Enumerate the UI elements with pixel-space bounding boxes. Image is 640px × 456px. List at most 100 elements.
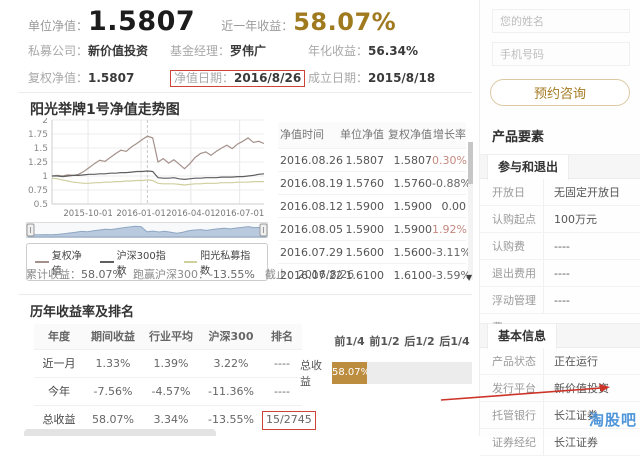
sidebar-tab-row: 基本信息 bbox=[480, 323, 640, 349]
yearly-returns-table: 年度 期间收益 行业平均 沪深300 排名 近一月 1.33% 1.39% 3.22% ---- 今… bbox=[34, 324, 316, 433]
unit-nav-label: 单位净值： bbox=[28, 19, 89, 33]
svg-text:1.25: 1.25 bbox=[28, 158, 48, 168]
table-row: 2016.08.19 1.5760 1.5760 -0.88% bbox=[278, 171, 471, 194]
quartile-header: 前1/4 bbox=[334, 335, 365, 348]
fund-info-field: 私募公司：新价值投资 bbox=[28, 42, 170, 59]
table-cell: 1.5760 bbox=[393, 177, 433, 190]
main-panel: 单位净值： 1.5807 近一年收益： 58.07% 私募公司：新价值投资 基金经… bbox=[18, 6, 473, 436]
column-header: 年度 bbox=[48, 330, 70, 343]
detail-label: 退出费用 bbox=[480, 260, 544, 286]
legend-label: 沪深300指数 bbox=[116, 251, 166, 277]
field-value: 1.5807 bbox=[88, 71, 135, 85]
svg-text:1: 1 bbox=[42, 172, 48, 182]
highlight-box: 净值日期：2016/8/26 bbox=[170, 70, 306, 87]
table-cell: 58.07% bbox=[92, 413, 134, 426]
legend-item: 复权净值 bbox=[35, 247, 91, 277]
table-cell: 2016.08.12 bbox=[280, 200, 343, 213]
table-cell: -3.11% bbox=[432, 246, 471, 259]
table-cell: 1.5760 bbox=[345, 177, 385, 190]
scrollbar-thumb[interactable] bbox=[468, 142, 473, 184]
sidebar-tab[interactable]: 参与和退出 bbox=[487, 155, 570, 180]
stat-label: 截止： bbox=[264, 268, 298, 281]
rank-row-label: 总收益 bbox=[300, 359, 322, 388]
field-label: 基金经理： bbox=[170, 44, 231, 58]
table-cell: 1.5807 bbox=[393, 154, 433, 167]
legend-label: 复权净值 bbox=[51, 251, 82, 277]
legend-label: 阳光私募指数 bbox=[200, 251, 251, 277]
quartile-header: 前1/2 bbox=[369, 335, 400, 348]
table-cell: 1.5600 bbox=[393, 246, 433, 259]
svg-text:0.75: 0.75 bbox=[28, 186, 48, 196]
svg-text:2016-07-01: 2016-07-01 bbox=[215, 209, 264, 219]
table-cell: 1.5807 bbox=[345, 154, 385, 167]
column-header: 行业平均 bbox=[149, 330, 193, 343]
stat-value: -13.55% bbox=[208, 268, 255, 281]
table-cell: 近一月 bbox=[42, 357, 76, 370]
detail-value: 100万元 bbox=[554, 213, 597, 226]
fund-info-field: 年化收益：56.34% bbox=[308, 42, 470, 59]
table-row: 近一月 1.33% 1.39% 3.22% ---- bbox=[34, 349, 302, 377]
fund-info-field: 基金经理：罗伟广 bbox=[170, 42, 308, 59]
table-cell: 1.39% bbox=[153, 357, 189, 370]
table-row: 2016.08.05 1.5900 1.5900 1.92% bbox=[278, 217, 467, 240]
table-scrollbar[interactable]: ▼ bbox=[466, 142, 473, 282]
table-cell: 今年 bbox=[48, 385, 70, 398]
name-input[interactable] bbox=[492, 9, 630, 33]
table-row: 2016.07.22 1.6100 1.6100 -3.59% bbox=[278, 263, 471, 286]
detail-label: 开放日 bbox=[480, 179, 544, 205]
detail-value: 长江证券 bbox=[554, 436, 598, 449]
sidebar-detail-row: 开放日 无固定开放日 bbox=[480, 179, 640, 206]
table-cell: -11.36% bbox=[208, 385, 254, 398]
table-cell: 2016.08.19 bbox=[280, 177, 343, 190]
table-row: 总收益 58.07% 3.34% -13.55% 15/2745 bbox=[34, 405, 316, 433]
table-header-row: 年度 期间收益 行业平均 沪深300 排名 bbox=[34, 324, 302, 349]
table-cell: 2016.07.29 bbox=[280, 246, 343, 259]
table-cell: 1.33% bbox=[95, 357, 131, 370]
table-cell: ---- bbox=[274, 385, 290, 398]
chart-stat: 累计收益：58.07% bbox=[26, 266, 123, 282]
table-row: 2016.08.12 1.5900 1.5900 0.00 bbox=[278, 194, 466, 217]
sidebar-detail-row: 认购费 ---- bbox=[480, 233, 640, 260]
chart-range-navigator[interactable] bbox=[26, 222, 268, 238]
svg-text:2016-01-01: 2016-01-01 bbox=[116, 209, 165, 219]
table-header-row: 净值时间 单位净值 复权净值 增长率 bbox=[278, 122, 466, 148]
navigator-svg[interactable] bbox=[26, 222, 268, 238]
phone-input[interactable] bbox=[492, 42, 630, 66]
detail-label: 发行平台 bbox=[480, 375, 544, 401]
sidebar-tab[interactable]: 基本信息 bbox=[487, 324, 558, 349]
divider bbox=[18, 92, 472, 93]
detail-label: 产品状态 bbox=[480, 348, 544, 374]
unit-nav-value: 1.5807 bbox=[88, 6, 196, 37]
legend-line-swatch bbox=[99, 261, 114, 263]
detail-label: 证券经纪 bbox=[480, 429, 544, 455]
table-cell: -13.55% bbox=[208, 413, 254, 426]
field-value: 2015/8/18 bbox=[368, 71, 436, 85]
table-cell: 2016.08.05 bbox=[280, 223, 343, 236]
table-row: 今年 -7.56% -4.57% -11.36% ---- bbox=[34, 377, 302, 405]
stat-label: 累计收益： bbox=[26, 268, 81, 281]
detail-label: 认购费 bbox=[480, 233, 544, 259]
year-return-label: 近一年收益： bbox=[221, 19, 294, 33]
field-value: 2016/8/26 bbox=[234, 71, 302, 85]
table-cell: 2016.08.26 bbox=[280, 154, 343, 167]
rank-bar-rest bbox=[367, 362, 472, 384]
table-cell: 2016.07.22 bbox=[280, 269, 343, 282]
highlight-box: 15/2745 bbox=[262, 411, 316, 430]
detail-value: ---- bbox=[554, 294, 570, 307]
reserve-consult-button[interactable]: 预约咨询 bbox=[490, 79, 630, 106]
legend-item: 阳光私募指数 bbox=[183, 247, 260, 277]
stat-label: 跑赢沪深300： bbox=[132, 268, 209, 281]
nav-history-table: 净值时间 单位净值 复权净值 增长率 2016.08.26 1.5807 1.5807 0.3… bbox=[278, 122, 471, 286]
table-cell: -4.57% bbox=[151, 385, 191, 398]
stat-value: 58.07% bbox=[81, 268, 123, 281]
table-cell: 1.5900 bbox=[393, 200, 433, 213]
header-kpis: 单位净值： 1.5807 近一年收益： 58.07% bbox=[28, 6, 396, 37]
table-row: 2016.07.29 1.5600 1.5600 -3.11% bbox=[278, 240, 471, 263]
scrollbar-down-arrow[interactable]: ▼ bbox=[466, 273, 473, 282]
table-cell: -7.56% bbox=[93, 385, 133, 398]
sidebar-detail-row: 发行平台 新价值投资 bbox=[480, 375, 640, 402]
quartile-header: 后1/4 bbox=[439, 335, 470, 348]
divider bbox=[18, 294, 472, 295]
next-section-edge bbox=[24, 429, 216, 436]
column-header: 期间收益 bbox=[91, 330, 135, 343]
